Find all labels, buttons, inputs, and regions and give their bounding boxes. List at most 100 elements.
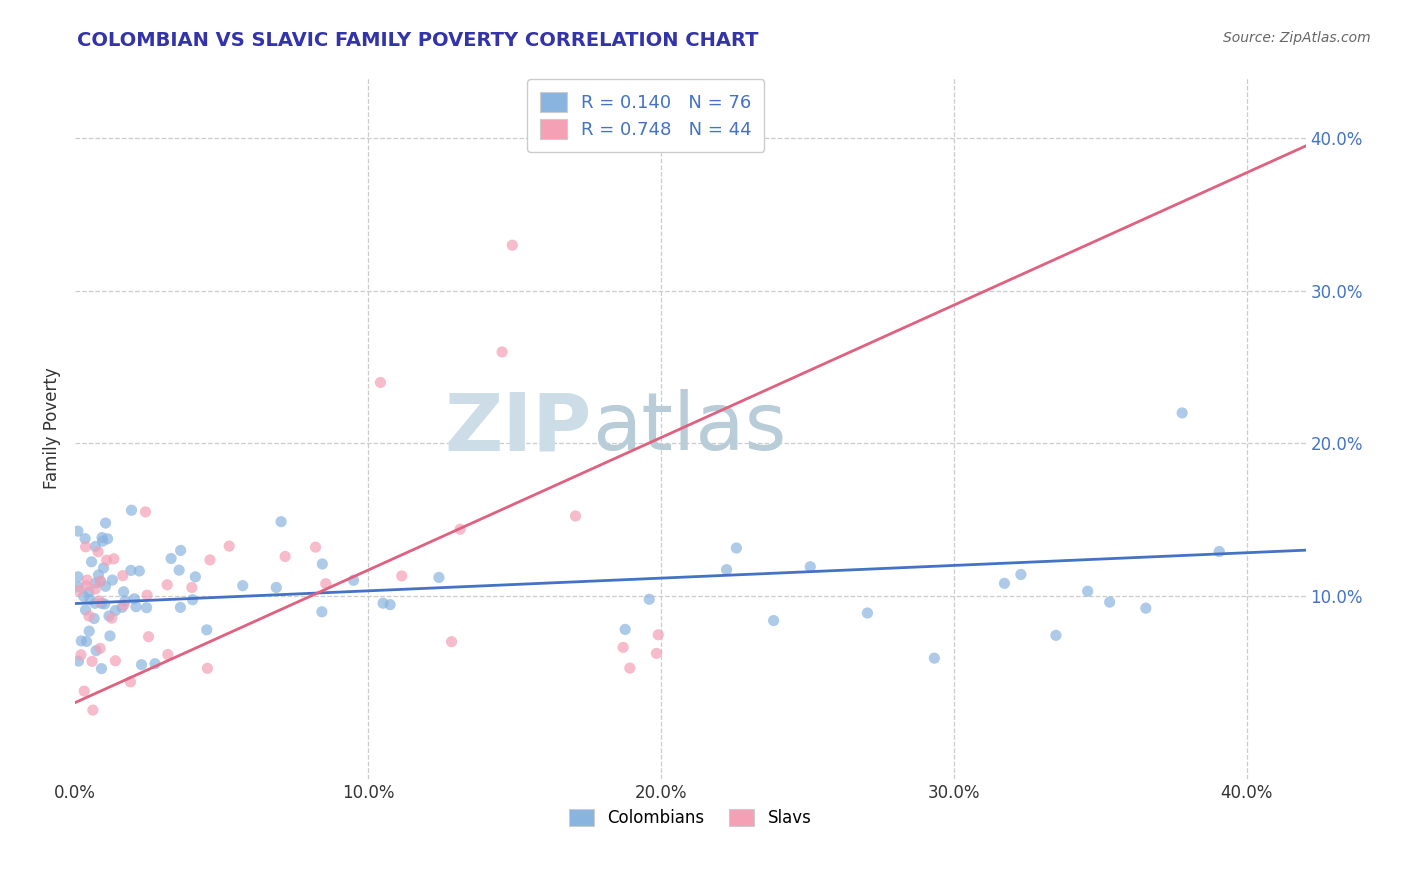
Point xyxy=(218,539,240,553)
Point xyxy=(136,588,159,602)
Point xyxy=(270,515,292,529)
Point xyxy=(80,654,103,668)
Point xyxy=(762,614,785,628)
Point xyxy=(77,585,100,599)
Point xyxy=(1208,544,1230,558)
Point xyxy=(124,591,146,606)
Point xyxy=(82,703,104,717)
Point xyxy=(84,596,107,610)
Point xyxy=(84,643,107,657)
Point xyxy=(101,573,124,587)
Point xyxy=(111,568,134,582)
Point xyxy=(98,629,121,643)
Point xyxy=(647,628,669,642)
Point xyxy=(1098,595,1121,609)
Point xyxy=(75,603,97,617)
Point xyxy=(169,543,191,558)
Point xyxy=(993,576,1015,591)
Point xyxy=(89,594,111,608)
Point xyxy=(87,568,110,582)
Point xyxy=(924,651,946,665)
Point xyxy=(89,574,111,589)
Point xyxy=(67,580,90,594)
Point xyxy=(66,524,89,538)
Point xyxy=(134,505,156,519)
Point xyxy=(645,646,668,660)
Point xyxy=(89,574,111,589)
Point xyxy=(391,569,413,583)
Point xyxy=(195,661,218,675)
Point xyxy=(370,376,392,390)
Point xyxy=(77,624,100,639)
Text: COLOMBIAN VS SLAVIC FAMILY POVERTY CORRELATION CHART: COLOMBIAN VS SLAVIC FAMILY POVERTY CORRE… xyxy=(77,31,759,50)
Point xyxy=(169,600,191,615)
Point xyxy=(614,623,637,637)
Point xyxy=(89,641,111,656)
Point xyxy=(1171,406,1194,420)
Point xyxy=(427,570,450,584)
Point xyxy=(79,592,101,607)
Point xyxy=(304,540,326,554)
Point xyxy=(440,634,463,648)
Point xyxy=(311,605,333,619)
Point xyxy=(264,581,287,595)
Point xyxy=(612,640,634,655)
Point xyxy=(87,545,110,559)
Point xyxy=(184,570,207,584)
Point xyxy=(1135,601,1157,615)
Point xyxy=(128,564,150,578)
Point xyxy=(167,563,190,577)
Text: Source: ZipAtlas.com: Source: ZipAtlas.com xyxy=(1223,31,1371,45)
Point xyxy=(315,576,337,591)
Point xyxy=(75,540,97,554)
Point xyxy=(135,600,157,615)
Point xyxy=(84,540,107,554)
Point xyxy=(104,603,127,617)
Point xyxy=(198,553,221,567)
Point xyxy=(94,516,117,530)
Point xyxy=(156,648,179,662)
Point xyxy=(371,596,394,610)
Legend: Colombians, Slavs: Colombians, Slavs xyxy=(562,802,818,834)
Point xyxy=(799,559,821,574)
Point xyxy=(100,611,122,625)
Point xyxy=(156,578,179,592)
Point xyxy=(76,634,98,648)
Point xyxy=(112,584,135,599)
Point xyxy=(80,555,103,569)
Point xyxy=(111,600,134,615)
Point xyxy=(112,598,135,612)
Text: ZIP: ZIP xyxy=(444,389,592,467)
Point xyxy=(619,661,641,675)
Point xyxy=(75,532,97,546)
Point xyxy=(103,551,125,566)
Point xyxy=(125,599,148,614)
Point xyxy=(104,654,127,668)
Point xyxy=(232,579,254,593)
Point xyxy=(181,592,204,607)
Point xyxy=(311,557,333,571)
Point xyxy=(84,576,107,591)
Point xyxy=(120,674,142,689)
Point xyxy=(83,611,105,625)
Point xyxy=(342,574,364,588)
Point xyxy=(93,561,115,575)
Point xyxy=(76,573,98,587)
Point xyxy=(449,522,471,536)
Y-axis label: Family Poverty: Family Poverty xyxy=(44,368,60,489)
Point xyxy=(77,609,100,624)
Point xyxy=(180,581,202,595)
Point xyxy=(73,684,96,698)
Point xyxy=(378,598,401,612)
Point xyxy=(564,508,586,523)
Point xyxy=(143,657,166,671)
Point xyxy=(90,662,112,676)
Point xyxy=(90,596,112,610)
Point xyxy=(1010,567,1032,582)
Point xyxy=(84,582,107,597)
Point xyxy=(121,503,143,517)
Point xyxy=(491,345,513,359)
Point xyxy=(120,563,142,577)
Point xyxy=(91,534,114,549)
Point xyxy=(114,594,136,608)
